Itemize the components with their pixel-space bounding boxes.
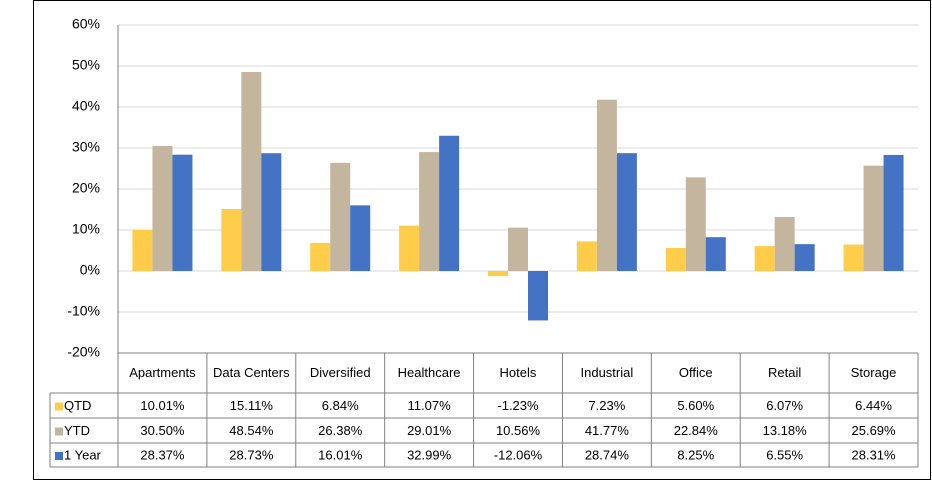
data-label: 6.55% <box>766 447 803 462</box>
x-tick-label: Office <box>678 365 713 380</box>
data-label: 26.38% <box>318 423 363 438</box>
data-label: 6.44% <box>855 398 892 413</box>
data-label: 10.01% <box>140 398 185 413</box>
data-label: 15.11% <box>230 398 274 413</box>
bar <box>754 246 775 271</box>
bar <box>685 177 706 271</box>
data-label: 29.01% <box>407 423 452 438</box>
bar <box>705 237 726 271</box>
x-tick-label: Data Centers <box>213 365 290 380</box>
bar <box>843 244 864 271</box>
data-label: 41.77% <box>585 423 630 438</box>
y-tick-label: -10% <box>67 303 100 319</box>
data-label: 30.50% <box>140 423 185 438</box>
data-label: 10.56% <box>496 423 541 438</box>
data-label: 7.23% <box>588 398 625 413</box>
x-tick-label: Apartments <box>129 365 196 380</box>
x-tick-label: Retail <box>768 365 802 380</box>
data-label: 5.60% <box>677 398 714 413</box>
category-cell: Hotels <box>499 365 537 380</box>
legend-label: YTD <box>64 423 90 438</box>
data-label: 28.73% <box>229 447 274 462</box>
x-tick-label: Storage <box>850 365 897 380</box>
y-tick-label: 20% <box>72 180 100 196</box>
bar <box>774 216 795 271</box>
data-label: 11.07% <box>408 398 452 413</box>
x-tick-label: Industrial <box>580 365 634 380</box>
bar <box>596 99 617 271</box>
bar <box>863 165 884 271</box>
bar <box>508 227 528 271</box>
bar <box>616 153 637 271</box>
y-tick-label: 10% <box>72 221 100 237</box>
bar <box>488 271 508 277</box>
category-cell: Office <box>678 365 713 380</box>
x-tick-label: Diversified <box>309 365 371 380</box>
category-cell: Diversified <box>309 365 371 380</box>
legend-swatch <box>55 427 63 436</box>
bar <box>883 154 904 271</box>
bar <box>330 162 351 271</box>
data-label: 28.37% <box>140 447 185 462</box>
category-cell: Retail <box>768 365 802 380</box>
data-label: 32.99% <box>407 447 452 462</box>
category-cell: Industrial <box>580 365 634 380</box>
data-label: -1.23% <box>497 398 539 413</box>
y-tick-label: 0% <box>80 262 100 278</box>
bar <box>132 229 153 271</box>
y-tick-label: 50% <box>72 57 100 73</box>
category-cell: Storage <box>850 365 897 380</box>
data-label: -12.06% <box>494 447 543 462</box>
y-tick-label: 30% <box>72 139 100 155</box>
data-label: 22.84% <box>674 423 719 438</box>
y-tick-label: 40% <box>72 98 100 114</box>
data-label: 8.25% <box>677 447 714 462</box>
legend-swatch <box>55 402 63 411</box>
bar <box>794 244 815 271</box>
legend-label: 1 Year <box>64 447 102 462</box>
bar <box>399 225 420 271</box>
category-cell: Data Centers <box>213 365 290 380</box>
data-label: 6.84% <box>322 398 359 413</box>
category-cell: Healthcare <box>397 365 461 380</box>
category-cell: Apartments <box>129 365 196 380</box>
bar <box>221 209 242 271</box>
data-label: 48.54% <box>229 423 274 438</box>
bar <box>172 154 193 271</box>
bar <box>576 241 597 271</box>
data-label: 25.69% <box>852 423 897 438</box>
bar <box>261 153 282 271</box>
bar <box>152 145 173 271</box>
legend-swatch <box>55 452 63 460</box>
data-label: 28.74% <box>585 447 630 462</box>
bar <box>350 205 371 271</box>
bar <box>528 271 548 321</box>
x-tick-label: Healthcare <box>397 365 461 380</box>
bar <box>310 242 331 271</box>
bar <box>439 135 460 271</box>
data-label: 6.07% <box>766 398 803 413</box>
bar <box>419 152 440 271</box>
x-tick-label: Hotels <box>499 365 537 380</box>
data-label: 16.01% <box>318 447 363 462</box>
data-label: 13.18% <box>763 423 808 438</box>
bar <box>665 248 686 271</box>
y-tick-label: 60% <box>72 16 100 32</box>
data-label: 28.31% <box>852 447 897 462</box>
bar <box>241 71 262 272</box>
legend-label: QTD <box>64 398 91 413</box>
y-tick-label: -20% <box>67 344 100 360</box>
